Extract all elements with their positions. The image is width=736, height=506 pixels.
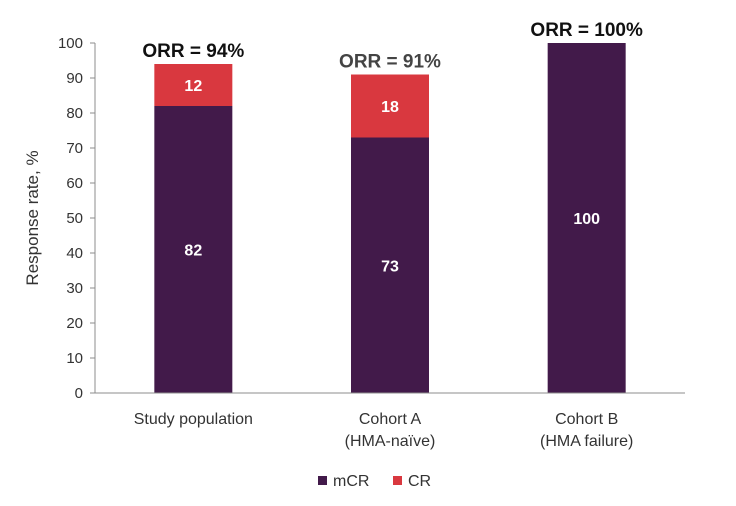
y-tick-label: 0 xyxy=(75,385,83,402)
x-axis-categories: Study population Cohort A (HMA-naïve) Cohor… xyxy=(134,411,634,450)
y-tick-label: 20 xyxy=(66,315,83,332)
legend-swatch-mcr xyxy=(318,476,327,485)
bar-cr xyxy=(351,74,429,138)
y-axis-ticks: 0 10 20 30 40 50 60 70 80 90 100 xyxy=(58,35,95,402)
legend-label-mcr: mCR xyxy=(333,473,369,490)
x-category-label: Study population xyxy=(134,411,253,428)
legend-label-cr: CR xyxy=(408,473,431,490)
orr-total-label: ORR = 100% xyxy=(530,20,643,41)
y-tick-label: 70 xyxy=(66,140,83,157)
data-label: 100 xyxy=(573,211,600,228)
x-category-label: (HMA failure) xyxy=(540,433,633,450)
orr-total-label: ORR = 94% xyxy=(142,41,244,62)
y-tick-label: 10 xyxy=(66,350,83,367)
data-label: 73 xyxy=(381,258,399,275)
y-tick-label: 50 xyxy=(66,210,83,227)
y-tick-label: 90 xyxy=(66,70,83,87)
y-tick-label: 80 xyxy=(66,105,83,122)
bar-mcr xyxy=(351,137,429,393)
orr-total-label: ORR = 91% xyxy=(339,52,441,73)
x-category-label: Cohort A xyxy=(359,411,422,428)
y-tick-label: 100 xyxy=(58,35,83,52)
x-category-label: Cohort B xyxy=(555,411,618,428)
bars: 82 12 ORR = 94% 73 18 ORR = 91% 100 ORR = 100% xyxy=(142,20,643,393)
x-category-label: (HMA-naïve) xyxy=(345,433,436,450)
data-label: 12 xyxy=(184,78,202,95)
legend-swatch-cr xyxy=(393,476,402,485)
bar-mcr xyxy=(547,43,626,393)
y-tick-label: 40 xyxy=(66,245,83,262)
y-axis-label: Response rate, % xyxy=(23,150,42,285)
legend: mCR CR xyxy=(318,473,431,490)
y-tick-label: 60 xyxy=(66,175,83,192)
data-label: 18 xyxy=(381,99,399,116)
bar-cr xyxy=(154,64,233,106)
data-label: 82 xyxy=(184,243,202,260)
y-tick-label: 30 xyxy=(66,280,83,297)
bar-mcr xyxy=(154,106,233,393)
